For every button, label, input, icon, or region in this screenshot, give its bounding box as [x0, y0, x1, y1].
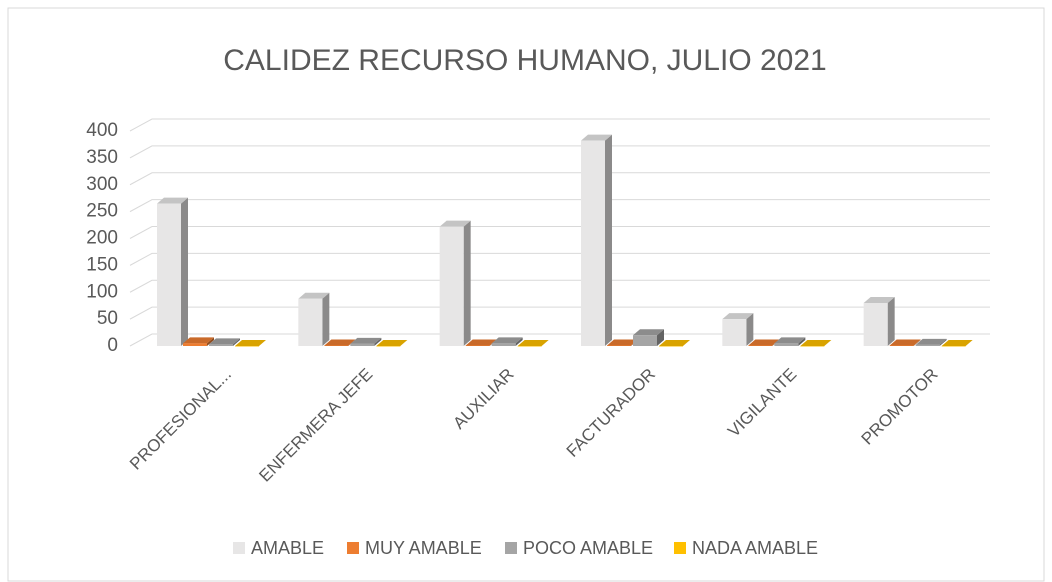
bar-top	[800, 340, 832, 346]
bar	[183, 343, 207, 346]
bar-side	[798, 337, 806, 346]
legend-swatch	[674, 542, 686, 554]
legend-swatch	[233, 542, 245, 554]
bar-top	[157, 197, 188, 204]
bar	[889, 345, 914, 346]
bar-top	[183, 337, 214, 344]
bar	[350, 343, 375, 346]
grid-line	[129, 333, 990, 347]
bar-top	[915, 338, 947, 345]
bar-side	[207, 337, 214, 346]
bar	[324, 345, 349, 346]
bar-top	[439, 220, 471, 227]
bar-top	[465, 339, 497, 346]
bar	[439, 226, 464, 346]
bar-top	[659, 340, 690, 346]
bar-top	[209, 338, 240, 345]
bar	[517, 346, 542, 347]
bar-side	[515, 337, 523, 346]
legend-label: AMABLE	[251, 538, 324, 558]
bar-side	[657, 329, 664, 346]
legend-label: MUY AMABLE	[365, 538, 482, 558]
grid-line	[129, 279, 990, 293]
bar-top	[324, 339, 356, 346]
bar-top	[298, 292, 330, 299]
bar	[748, 345, 773, 346]
bar-top	[941, 340, 973, 346]
y-tick-label: 50	[97, 308, 118, 329]
bar-top	[376, 340, 408, 346]
y-tick-label: 200	[86, 228, 118, 249]
legend-label: NADA AMABLE	[692, 538, 818, 558]
bar-side	[322, 292, 330, 346]
bar-top	[517, 340, 549, 346]
bar	[915, 344, 940, 346]
bar	[209, 344, 233, 346]
bar	[235, 346, 259, 347]
bar-top	[491, 337, 523, 344]
y-tick-label: 100	[86, 281, 118, 302]
bar-top	[607, 339, 638, 346]
bar	[941, 346, 966, 347]
bar-top	[581, 134, 612, 141]
bar	[298, 298, 323, 346]
bar-top	[774, 337, 806, 344]
bar	[607, 345, 631, 346]
bar	[659, 346, 683, 347]
y-tick-label: 300	[86, 174, 118, 195]
y-tick-label: 350	[86, 147, 118, 168]
bar-side	[605, 134, 612, 346]
bar	[800, 346, 825, 347]
grid-line	[129, 226, 990, 239]
bar-top	[748, 339, 780, 346]
bar-side	[887, 297, 895, 346]
bar-top	[889, 339, 921, 346]
y-tick-label: 0	[107, 335, 118, 356]
grid-line	[129, 172, 990, 186]
bar-top	[350, 337, 382, 344]
bar	[465, 345, 490, 346]
y-tick-label: 250	[86, 201, 118, 222]
grid-line	[129, 306, 990, 320]
bar-top	[722, 313, 754, 320]
bar	[722, 319, 747, 346]
bar	[157, 203, 181, 346]
bar-side	[233, 338, 240, 346]
grid-line	[129, 118, 990, 132]
chart-title: CALIDEZ RECURSO HUMANO, JULIO 2021	[223, 44, 826, 77]
grid-line	[129, 252, 990, 266]
bar	[863, 303, 888, 346]
bar	[491, 343, 516, 346]
grid-line	[129, 145, 990, 159]
legend-swatch	[347, 542, 359, 554]
bar-side	[939, 338, 947, 346]
y-tick-label: 400	[86, 120, 118, 141]
bar-side	[913, 339, 921, 346]
bar	[376, 346, 401, 347]
bar	[774, 343, 799, 346]
bar	[581, 140, 605, 346]
legend-label: POCO AMABLE	[523, 538, 653, 558]
bar	[633, 335, 657, 346]
bar-top	[633, 329, 664, 336]
bar-side	[181, 197, 188, 346]
grid-line	[129, 199, 990, 213]
bar-top	[863, 297, 895, 303]
bar-side	[746, 313, 754, 346]
legend-swatch	[505, 542, 517, 554]
bar-side	[374, 337, 382, 346]
y-tick-label: 150	[86, 254, 118, 275]
bar-top	[235, 340, 266, 346]
bar-side	[463, 220, 471, 346]
